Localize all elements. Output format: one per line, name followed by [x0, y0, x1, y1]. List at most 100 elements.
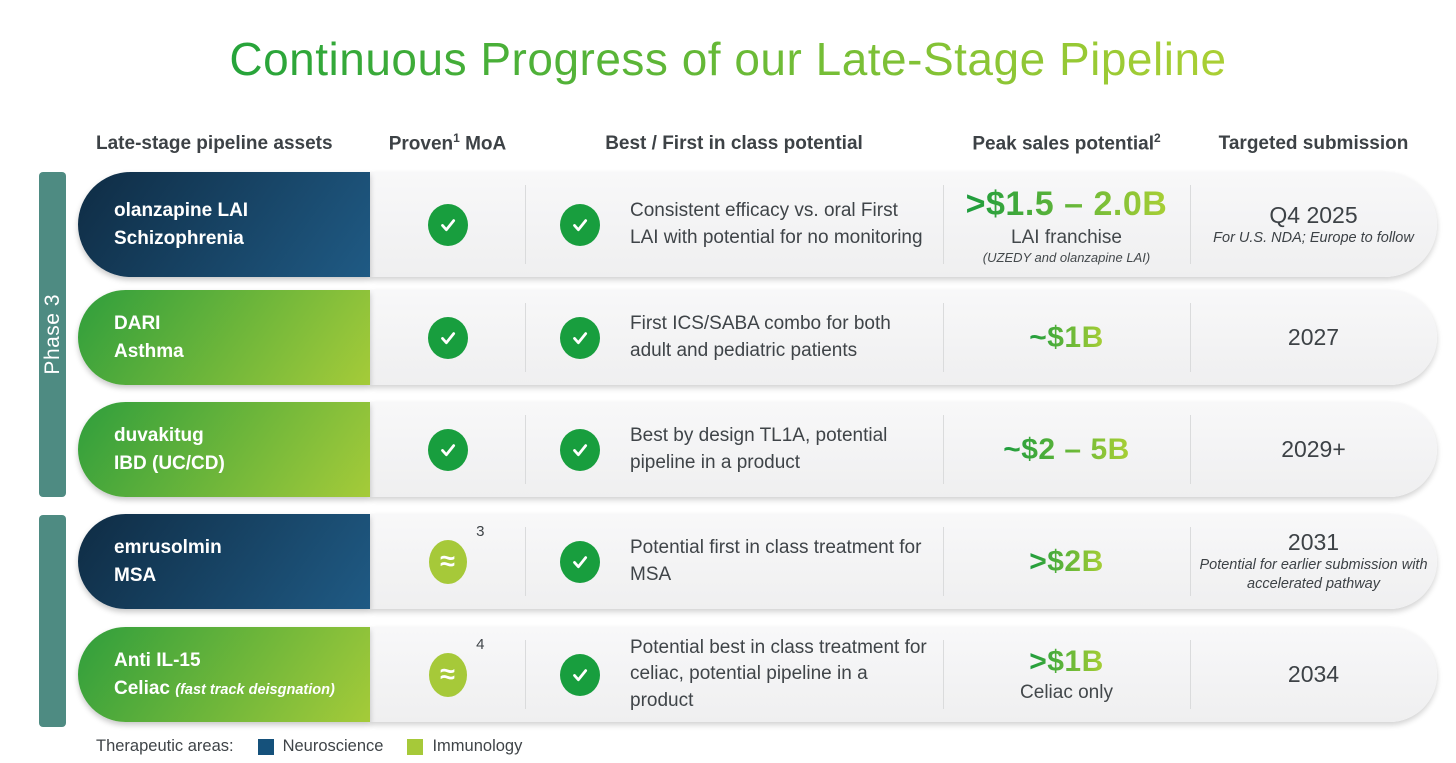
- moa-cell: [370, 172, 525, 277]
- submission-value: 2027: [1287, 324, 1340, 350]
- asset-indication: IBD (UC/CD): [114, 452, 225, 474]
- table-row-emrusolmin: emrusolmin MSA ≈ 3 Potential first in cl…: [78, 514, 1437, 609]
- approx-icon: ≈: [428, 652, 467, 697]
- asset-indication: Asthma: [114, 340, 184, 362]
- peak-sales-value: ~$2 – 5B: [1003, 432, 1130, 466]
- best-in-class-cell: Potential best in class treatment for ce…: [525, 627, 943, 722]
- asset-name: DARI: [114, 312, 161, 334]
- asset-indication: Celiac (fast track deisgnation): [114, 677, 335, 699]
- submission-cell: 2031 Potential for earlier submission wi…: [1190, 514, 1437, 609]
- legend-label: Therapeutic areas:: [96, 737, 234, 755]
- check-icon: [560, 316, 600, 359]
- best-in-class-cell: Potential first in class treatment for M…: [525, 514, 943, 609]
- peak-sales-cell: >$1B Celiac only: [943, 627, 1190, 722]
- check-icon: [560, 540, 600, 583]
- submission-value: 2034: [1287, 661, 1340, 687]
- header-peak-sales: Peak sales potential2: [972, 130, 1161, 154]
- asset-indication: MSA: [114, 564, 157, 586]
- legend-item-label: Immunology: [432, 737, 523, 755]
- peak-sales-value: >$1B: [1029, 645, 1104, 678]
- asset-pill-neuroscience: olanzapine LAI Schizophrenia: [78, 172, 370, 277]
- peak-sales-note: (UZEDY and olanzapine LAI): [982, 249, 1151, 265]
- legend-item-neuroscience: Neuroscience: [257, 737, 384, 756]
- best-in-class-text: Potential first in class treatment for M…: [630, 537, 922, 585]
- row-cells: ≈ 4 Potential best in class treatment fo…: [370, 627, 1437, 722]
- best-in-class-text: Best by design TL1A, potential pipeline …: [630, 425, 888, 473]
- table-row-anti-il15: Anti IL-15 Celiac (fast track deisgnatio…: [78, 627, 1437, 722]
- submission-cell: 2027: [1190, 290, 1437, 385]
- legend-item-label: Neuroscience: [282, 737, 384, 755]
- submission-cell: 2034: [1190, 627, 1437, 722]
- peak-sales-label: Celiac only: [1020, 682, 1113, 703]
- header-assets: Late-stage pipeline assets: [96, 133, 333, 154]
- table-row-duvakitug: duvakitug IBD (UC/CD) Best by design TL1…: [78, 402, 1437, 497]
- check-icon: [560, 428, 600, 471]
- phase3-bar: Phase 3: [39, 172, 66, 497]
- peak-sales-label: LAI franchise: [1011, 226, 1122, 248]
- moa-cell: ≈ 4: [370, 627, 525, 722]
- check-icon: [560, 653, 600, 696]
- row-cells: ≈ 3 Potential first in class treatment f…: [370, 514, 1437, 609]
- peak-sales-cell: ~$2 – 5B: [943, 402, 1190, 497]
- best-in-class-cell: First ICS/SABA combo for both adult and …: [525, 290, 943, 385]
- therapeutic-areas-legend: Therapeutic areas: Neuroscience Immunolo…: [96, 737, 522, 756]
- submission-note: Potential for earlier submission with ac…: [1199, 557, 1428, 592]
- best-in-class-text: First ICS/SABA combo for both adult and …: [630, 313, 891, 361]
- best-in-class-cell: Consistent efficacy vs. oral First LAI w…: [525, 172, 943, 277]
- header-best-first: Best / First in class potential: [605, 133, 863, 154]
- phase3-label: Phase 3: [40, 294, 64, 375]
- asset-pill-immunology: duvakitug IBD (UC/CD): [78, 402, 370, 497]
- fast-track-note: (fast track deisgnation): [175, 681, 335, 698]
- footnote-1-marker: 1: [453, 130, 460, 145]
- best-in-class-text: Potential best in class treatment for ce…: [630, 637, 927, 711]
- peak-sales-value: >$1.5 – 2.0B: [965, 184, 1168, 223]
- immunology-swatch-icon: [407, 738, 424, 755]
- submission-value: Q4 2025: [1269, 201, 1358, 228]
- asset-name: emrusolmin: [114, 536, 222, 558]
- best-in-class-text: Consistent efficacy vs. oral First LAI w…: [630, 200, 923, 248]
- moa-cell: [370, 402, 525, 497]
- header-moa: Proven1 MoA: [388, 130, 507, 154]
- asset-pill-immunology: Anti IL-15 Celiac (fast track deisgnatio…: [78, 627, 370, 722]
- footnote-4-marker: 4: [476, 635, 485, 653]
- submission-note: For U.S. NDA; Europe to follow: [1213, 229, 1414, 246]
- check-icon: [427, 203, 468, 246]
- check-icon: [427, 428, 468, 471]
- asset-pill-immunology: DARI Asthma: [78, 290, 370, 385]
- peak-sales-cell: >$1.5 – 2.0B LAI franchise (UZEDY and ol…: [943, 172, 1190, 277]
- table-header-row: Late-stage pipeline assets Proven1 MoA B…: [78, 128, 1437, 155]
- asset-indication: Schizophrenia: [114, 227, 244, 249]
- asset-name: Anti IL-15: [114, 649, 201, 671]
- submission-cell: Q4 2025 For U.S. NDA; Europe to follow: [1190, 172, 1437, 277]
- pipeline-table: Late-stage pipeline assets Proven1 MoA B…: [78, 128, 1437, 722]
- asset-name: olanzapine LAI: [114, 199, 249, 221]
- table-row-dari: DARI Asthma First ICS/SABA combo for bot…: [78, 290, 1437, 385]
- footnote-2-marker: 2: [1153, 130, 1161, 145]
- page-title: Continuous Progress of our Late-Stage Pi…: [0, 32, 1456, 86]
- asset-pill-neuroscience: emrusolmin MSA: [78, 514, 370, 609]
- moa-cell: ≈ 3: [370, 514, 525, 609]
- table-row-olanzapine-lai: olanzapine LAI Schizophrenia Consistent …: [78, 172, 1437, 277]
- best-in-class-cell: Best by design TL1A, potential pipeline …: [525, 402, 943, 497]
- row-cells: Consistent efficacy vs. oral First LAI w…: [370, 172, 1437, 277]
- submission-value: 2029+: [1281, 436, 1346, 462]
- moa-cell: [370, 290, 525, 385]
- row-cells: First ICS/SABA combo for both adult and …: [370, 290, 1437, 385]
- peak-sales-value: >$2B: [1029, 544, 1104, 578]
- peak-sales-value: ~$1B: [1029, 320, 1104, 354]
- asset-name: duvakitug: [114, 424, 204, 446]
- legend-item-immunology: Immunology: [407, 737, 522, 756]
- check-icon: [560, 203, 600, 246]
- header-targeted-submission: Targeted submission: [1218, 133, 1409, 154]
- row-cells: Best by design TL1A, potential pipeline …: [370, 402, 1437, 497]
- submission-cell: 2029+: [1190, 402, 1437, 497]
- submission-value: 2031: [1287, 529, 1340, 556]
- peak-sales-cell: ~$1B: [943, 290, 1190, 385]
- approx-icon: ≈: [428, 539, 467, 584]
- check-icon: [427, 316, 468, 359]
- neuroscience-swatch-icon: [257, 738, 274, 755]
- phase-bar-lower: [39, 515, 66, 727]
- peak-sales-cell: >$2B: [943, 514, 1190, 609]
- footnote-3-marker: 3: [476, 522, 485, 540]
